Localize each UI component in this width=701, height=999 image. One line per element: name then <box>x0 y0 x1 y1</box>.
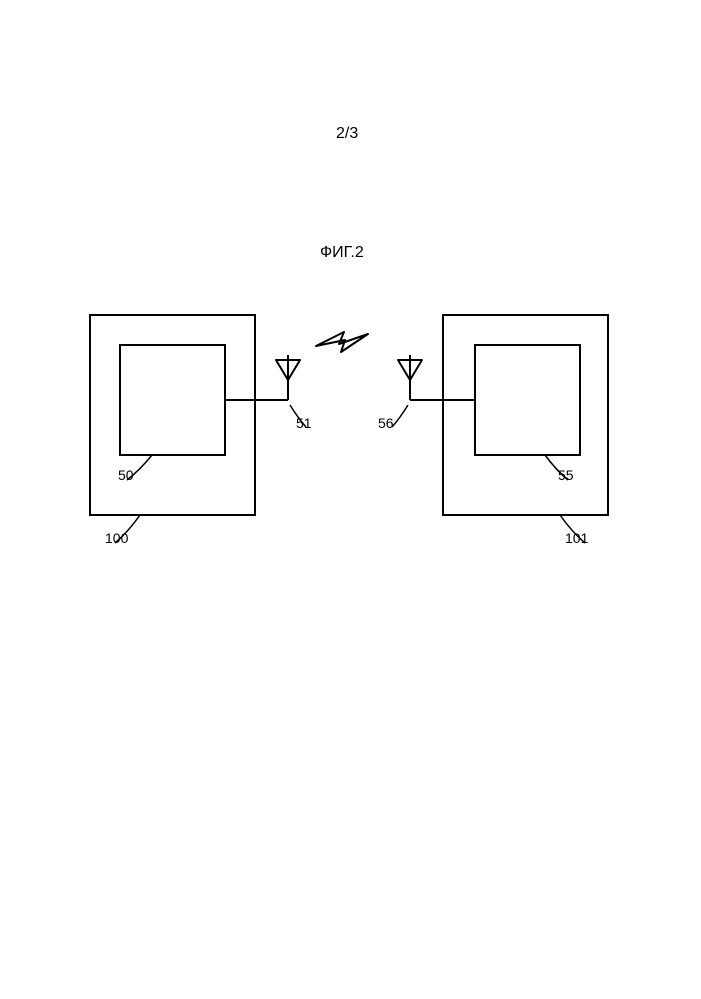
ref-label-55: 55 <box>558 467 574 483</box>
ref-label-51: 51 <box>296 415 312 431</box>
ref-label-50: 50 <box>118 467 134 483</box>
ref-label-100: 100 <box>105 530 128 546</box>
page-container: 2/3 ФИГ.2 50 51 100 55 56 101 <box>0 0 701 999</box>
diagram-svg <box>0 0 701 999</box>
ref-label-56: 56 <box>378 415 394 431</box>
ref-label-101: 101 <box>565 530 588 546</box>
